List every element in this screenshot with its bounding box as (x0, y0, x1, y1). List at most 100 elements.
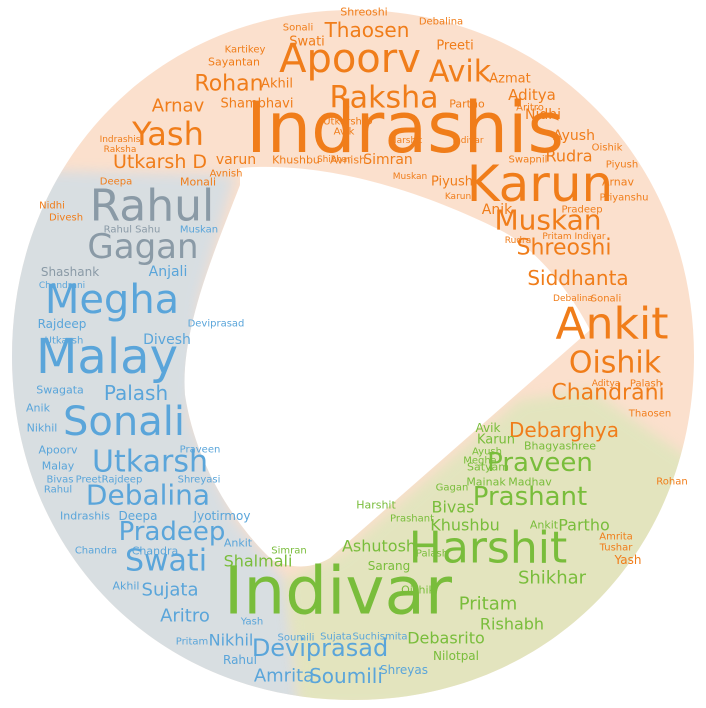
word: Debalina (419, 17, 463, 28)
word: Arnav (152, 96, 205, 117)
word: Rahul (90, 181, 215, 232)
word: Ankit (556, 299, 669, 350)
word: Akhil (113, 580, 140, 593)
word: Simran (271, 546, 306, 557)
word: Apoorv (39, 444, 78, 457)
word: Anik (482, 202, 513, 218)
word: Anik (26, 402, 51, 415)
word-layer: IndrashisKarunApoorvRakshaYashAvikRohanT… (26, 6, 688, 689)
word: Sarang (368, 559, 410, 573)
word: Muskan (180, 225, 218, 236)
word: Suchismita (352, 632, 407, 643)
word: Bivas (47, 475, 74, 486)
word: Chandrani (551, 381, 664, 406)
word: Praveen (180, 445, 221, 456)
word: Utkarsh D (113, 151, 207, 173)
word: Sayantan (208, 56, 260, 69)
word: Apoorv (279, 36, 421, 82)
word: Piyush (431, 175, 473, 190)
word: varun (216, 152, 256, 168)
word: Rahul (223, 653, 257, 667)
word: Shalmali (224, 552, 293, 571)
word: Chandrani (39, 281, 85, 291)
word: Satyam (467, 461, 509, 474)
word: Amrita (599, 532, 633, 543)
word: Praveen (487, 448, 593, 478)
word: Nikhil (27, 422, 58, 435)
word: Sujata (142, 580, 199, 601)
word: Debalina (86, 479, 210, 512)
word: Nidhi (39, 201, 65, 212)
word: Muskan (393, 172, 427, 182)
word: Prashant (473, 482, 587, 512)
word: Divesh (49, 213, 83, 224)
word: Oishik (592, 143, 623, 154)
word: Aditya (508, 86, 556, 104)
word: Muskan (494, 204, 601, 237)
word: Ashutosh (342, 537, 416, 556)
word: Siddhanta (527, 266, 628, 290)
word: Shreoshi (340, 6, 388, 19)
word: Swati (289, 35, 325, 50)
word: Aritro (160, 606, 210, 627)
word: Avik (334, 127, 355, 138)
word: Preeti (436, 39, 473, 54)
word: Palash (416, 549, 448, 560)
word: Rishabh (480, 615, 544, 634)
word: Simran (363, 152, 413, 168)
word: Nilotpal (433, 649, 479, 663)
word: Deepa (119, 509, 158, 523)
word: Sonali (591, 294, 622, 305)
word: Deepa (100, 177, 132, 188)
word: Bivas (431, 498, 474, 517)
word: Sonali (283, 23, 314, 34)
word: Soumili (278, 633, 315, 644)
word: Pradeep (119, 517, 226, 547)
word: Utkarsh (92, 445, 208, 480)
word: Swati (125, 544, 207, 579)
word: Oishik (401, 584, 435, 597)
word: Ankit (224, 537, 253, 550)
word: Palash (630, 379, 662, 390)
word: Indivar (452, 136, 483, 146)
word: Deviprasad (188, 319, 245, 330)
word: Aditya (592, 379, 621, 389)
word: Debalina (553, 294, 593, 304)
word: Azmat (489, 72, 530, 87)
word: Yash (240, 617, 263, 628)
word: Rohan (194, 72, 263, 97)
word: Kartikey (225, 45, 266, 56)
word: Avnish (330, 154, 366, 167)
word: Debasrito (407, 629, 485, 648)
word: Preeti (76, 475, 105, 486)
word: Pradeep (561, 205, 602, 216)
word: Megha (463, 456, 497, 467)
word: Khushbu (430, 516, 500, 535)
word: Swapnil (509, 155, 548, 166)
word: Harshit (390, 136, 423, 146)
word: Divesh (143, 332, 191, 348)
word: Shreyas (380, 663, 428, 677)
word: Harshit (409, 523, 567, 574)
word: Soumili (309, 664, 383, 688)
word: Palash (104, 381, 168, 405)
word: Avik (429, 55, 492, 90)
word: Monali (180, 176, 216, 189)
word: Debarghya (509, 418, 619, 442)
word: Arnav (602, 176, 635, 189)
word: Oishik (569, 346, 662, 381)
word: Shashank (41, 265, 99, 279)
word: Avnish (210, 169, 243, 180)
word: Piyush (606, 160, 638, 171)
word: Thaosen (324, 18, 410, 42)
word: Pritam Indivar (542, 232, 606, 242)
word: Partho (449, 98, 485, 111)
word: Amrita (254, 666, 314, 687)
word: Shreyasi (178, 475, 221, 486)
word: Pritam (176, 637, 209, 648)
word: Deviprasad (252, 634, 388, 662)
word: Mainak (466, 476, 506, 489)
word: Sonali (63, 399, 185, 445)
word: Rajdeep (38, 317, 87, 331)
word: Priyanshu (599, 193, 648, 204)
